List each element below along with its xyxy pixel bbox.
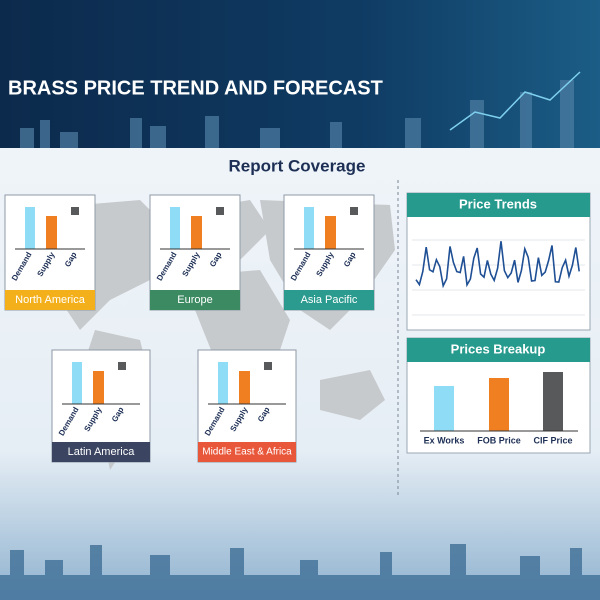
region-label: Middle East & Africa (202, 447, 292, 458)
region-label: Latin America (68, 446, 136, 458)
supply-bar-decor (46, 216, 57, 249)
breakup-bar-decor (543, 372, 563, 431)
region-label-band (198, 442, 296, 462)
demand-bar-decor (170, 207, 180, 249)
region-label-band (5, 290, 95, 310)
panel-title: Prices Breakup (451, 341, 546, 356)
panel-header (407, 338, 590, 362)
footer-skyline (0, 544, 600, 600)
breakup-label: FOB Price (477, 435, 521, 445)
demand-bar-decor (218, 362, 228, 404)
panel-header (407, 193, 590, 217)
breakup-bar-decor (434, 386, 454, 431)
demand-bar-decor (25, 207, 35, 249)
region-label: Asia Pacific (301, 294, 358, 306)
trend-line-decor (415, 241, 580, 289)
breakup-label: Ex Works (424, 435, 465, 445)
demand-bar-decor (304, 207, 314, 249)
region-label: Europe (177, 294, 212, 306)
supply-bar-decor (239, 371, 250, 404)
header-trend-decor (449, 71, 581, 131)
breakup-label: CIF Price (533, 435, 572, 445)
prices-breakup-panel: Prices Breakup Ex Works FOB Price CIF Pr… (406, 337, 591, 454)
region-label: North America (15, 294, 86, 306)
gap-bar-decor (350, 207, 358, 215)
supply-bar-decor (93, 371, 104, 404)
price-trends-panel: Price Trends (406, 192, 591, 331)
panel-title: Price Trends (459, 196, 537, 211)
demand-bar-decor (72, 362, 82, 404)
gap-bar-decor (264, 362, 272, 370)
supply-bar-decor (191, 216, 202, 249)
region-label-band (284, 290, 374, 310)
breakup-bar-decor (489, 378, 509, 431)
header-band (0, 0, 600, 148)
coverage-title: Report Coverage (229, 156, 366, 175)
gap-bar-decor (118, 362, 126, 370)
supply-bar-decor (325, 216, 336, 249)
region-label-band (150, 290, 240, 310)
region-label-band (52, 442, 150, 462)
gap-bar-decor (216, 207, 224, 215)
page-title: BRASS PRICE TREND AND FORECAST (8, 77, 383, 99)
gap-bar-decor (71, 207, 79, 215)
header-skyline (20, 80, 574, 148)
